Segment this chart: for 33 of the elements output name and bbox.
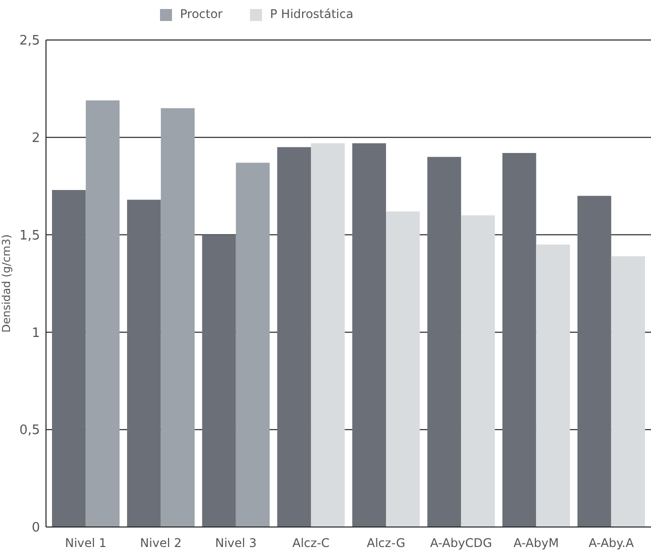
bar — [277, 147, 311, 527]
bar — [52, 190, 86, 527]
bar — [352, 143, 386, 527]
y-tick-label: 1,5 — [19, 228, 40, 244]
y-tick-label: 0 — [32, 520, 40, 536]
bar — [611, 256, 645, 527]
y-tick-label: 1 — [32, 326, 40, 341]
bar — [310, 143, 345, 527]
x-tick-label: A-Aby.A — [588, 536, 635, 550]
legend-label: P Hidrostática — [270, 7, 354, 21]
bar — [236, 162, 270, 527]
bar — [502, 152, 536, 527]
x-tick-label: Nivel 3 — [215, 536, 257, 550]
y-tick-label: 0,5 — [19, 423, 40, 438]
x-tick-label: Alcz-C — [292, 536, 330, 550]
bar — [127, 200, 161, 527]
y-tick-label: 2,5 — [19, 34, 40, 49]
x-tick-label: A-AbyM — [514, 536, 559, 550]
legend-label: Proctor — [180, 7, 223, 21]
x-tick-label: A-AbyCDG — [430, 536, 492, 550]
y-tick-label: 2 — [32, 130, 40, 146]
bar — [202, 234, 236, 527]
bar — [386, 211, 420, 527]
y-axis-title: Densidad (g/cm3) — [0, 234, 13, 333]
x-tick-label: Nivel 1 — [64, 536, 107, 550]
bar — [427, 156, 462, 527]
bar — [86, 100, 120, 527]
bar — [461, 215, 495, 527]
x-tick-label: Alcz-G — [366, 536, 406, 550]
bar — [536, 244, 570, 527]
bar — [577, 196, 612, 527]
bar — [160, 108, 195, 527]
x-tick-label: Nivel 2 — [140, 536, 182, 550]
